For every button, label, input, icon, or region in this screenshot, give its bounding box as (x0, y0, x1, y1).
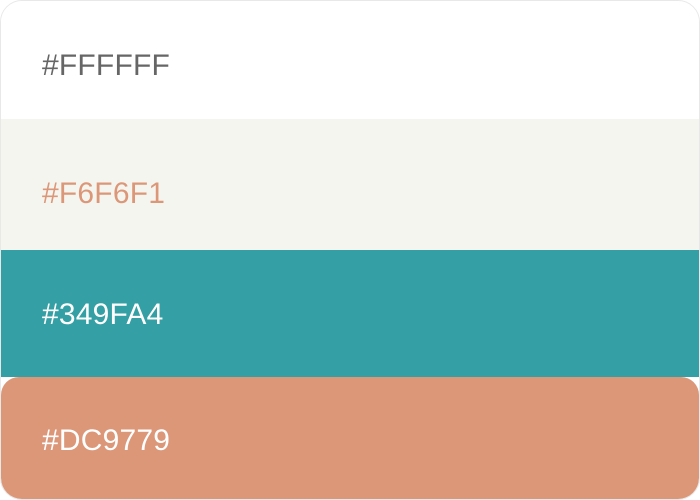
swatch-off-white: #F6F6F1 (1, 119, 699, 250)
swatch-teal: #349FA4 (1, 250, 699, 377)
swatch-hex-label: #FFFFFF (42, 49, 171, 82)
swatch-terracotta: #DC9779 (1, 377, 699, 499)
swatch-hex-label: #DC9779 (42, 424, 171, 457)
swatch-white: #FFFFFF (1, 1, 699, 119)
swatch-hex-label: #F6F6F1 (42, 176, 166, 210)
swatch-hex-label: #349FA4 (42, 297, 164, 331)
